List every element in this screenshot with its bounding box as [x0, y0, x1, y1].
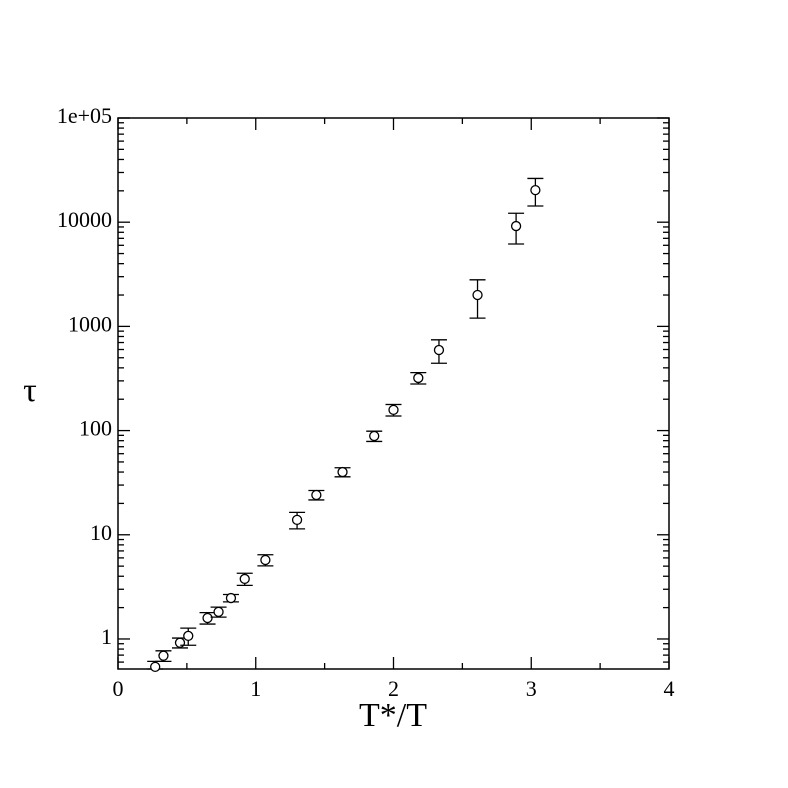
point: [510, 220, 522, 232]
x-tick-label: 0: [113, 676, 124, 701]
point: [413, 372, 424, 384]
point: [311, 489, 322, 501]
x-tick-label: 4: [664, 676, 675, 701]
y-tick-label: 1: [101, 624, 112, 649]
point: [291, 514, 303, 526]
point: [260, 554, 271, 566]
y-tick-label: 10: [90, 520, 112, 545]
point: [225, 592, 237, 604]
point: [183, 630, 194, 642]
x-axis-label: T*/T: [359, 697, 427, 734]
point: [433, 344, 445, 356]
point: [472, 289, 483, 301]
x-tick-label: 1: [250, 676, 261, 701]
point: [213, 606, 224, 618]
y-tick-label: 1e+05: [57, 103, 112, 128]
point: [150, 661, 161, 673]
y-tick-label: 1000: [68, 311, 112, 336]
point: [239, 573, 250, 585]
x-tick-label: 2: [388, 676, 399, 701]
point: [530, 185, 541, 196]
x-tick-label: 3: [526, 676, 537, 701]
point: [158, 650, 169, 661]
point: [388, 404, 399, 416]
y-tick-label: 100: [79, 416, 112, 441]
y-axis-label: τ: [23, 372, 37, 409]
point: [337, 466, 348, 478]
y-tick-label: 10000: [57, 207, 112, 232]
point: [369, 430, 380, 442]
point: [202, 612, 213, 624]
